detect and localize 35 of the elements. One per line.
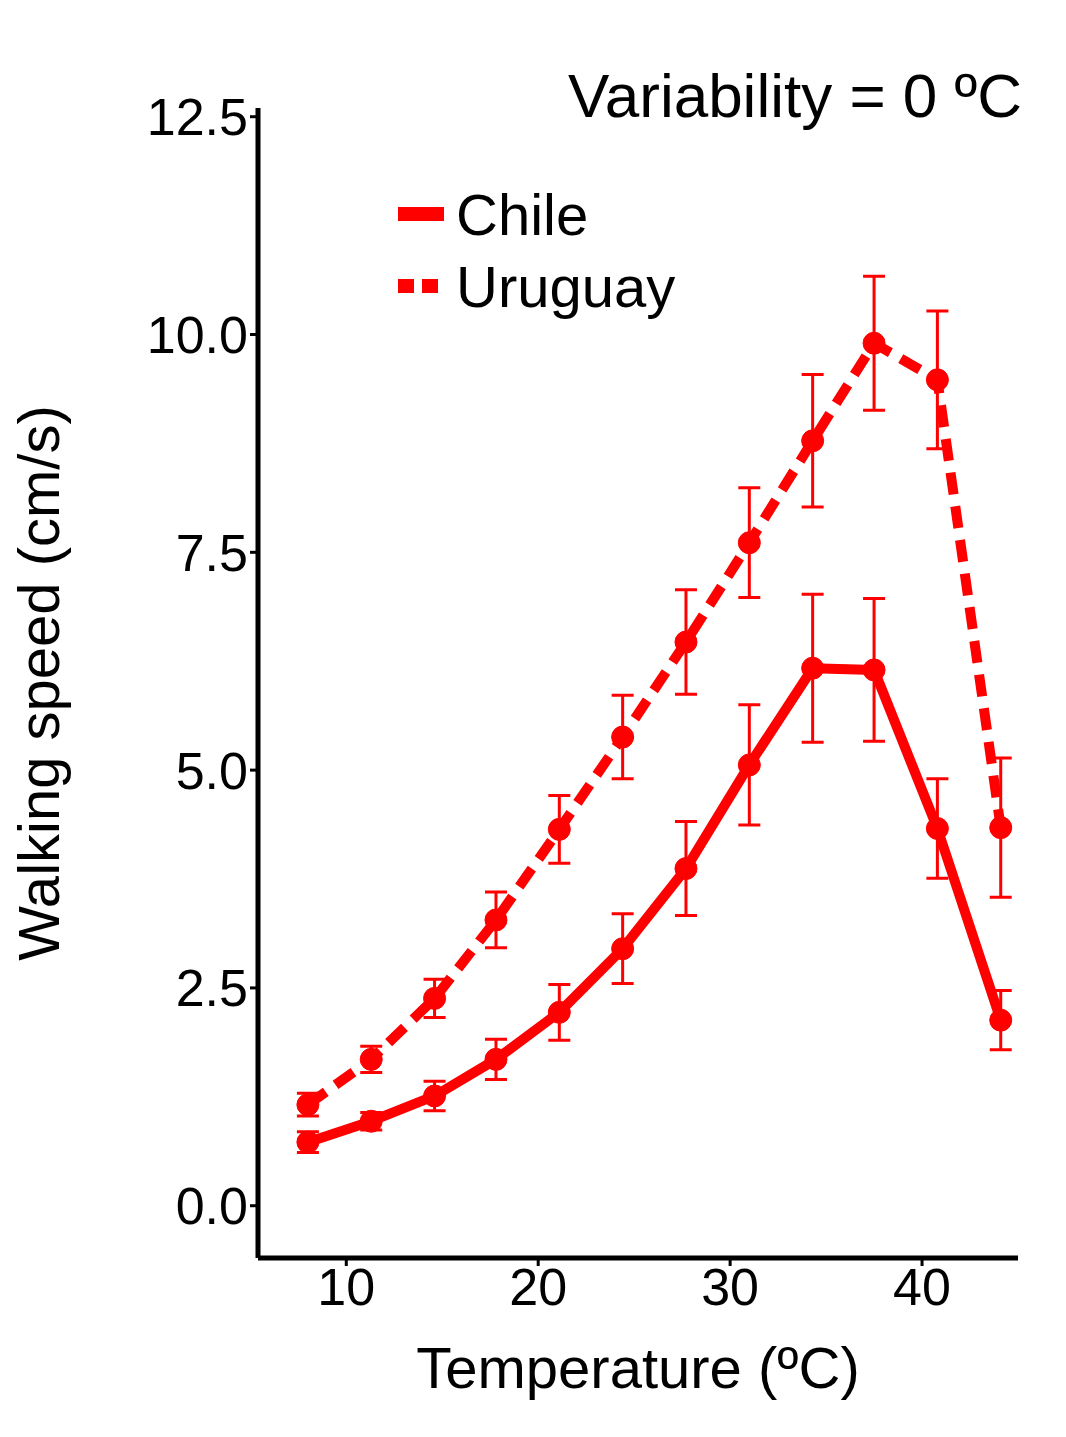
point bbox=[674, 630, 698, 654]
point bbox=[484, 1047, 508, 1071]
y-tick-label: 5.0 bbox=[175, 741, 248, 800]
point bbox=[862, 658, 886, 682]
legend-label: Uruguay bbox=[456, 252, 676, 320]
point bbox=[484, 908, 508, 932]
y-axis-title: Walking speed (cm/s) bbox=[5, 405, 71, 961]
x-tick-label: 30 bbox=[701, 1257, 760, 1316]
point bbox=[862, 331, 886, 355]
x-axis-title: Temperature (ºC) bbox=[416, 1335, 860, 1400]
point bbox=[423, 1084, 447, 1108]
point bbox=[423, 986, 447, 1010]
y-tick-label: 2.5 bbox=[175, 959, 248, 1018]
x-tick-label: 20 bbox=[509, 1257, 568, 1316]
point bbox=[925, 368, 949, 392]
legend-label: Chile bbox=[456, 180, 589, 248]
point bbox=[611, 937, 635, 961]
y-tick-label: 10.0 bbox=[146, 305, 248, 364]
x-tick-label: 10 bbox=[317, 1257, 376, 1316]
point bbox=[547, 1000, 571, 1024]
x-tick-label: 40 bbox=[893, 1257, 951, 1316]
point bbox=[737, 531, 761, 555]
point bbox=[737, 753, 761, 777]
point bbox=[547, 817, 571, 841]
point bbox=[925, 816, 949, 840]
y-tick-label: 12.5 bbox=[146, 88, 248, 147]
point bbox=[674, 857, 698, 881]
point bbox=[801, 656, 825, 680]
point bbox=[801, 429, 825, 453]
chart-title: Variability = 0 ºC bbox=[568, 60, 1022, 131]
point bbox=[611, 725, 635, 749]
point bbox=[989, 816, 1013, 840]
y-tick-label: 7.5 bbox=[175, 523, 248, 582]
y-tick-label: 0.0 bbox=[175, 1177, 248, 1236]
point bbox=[989, 1008, 1013, 1032]
